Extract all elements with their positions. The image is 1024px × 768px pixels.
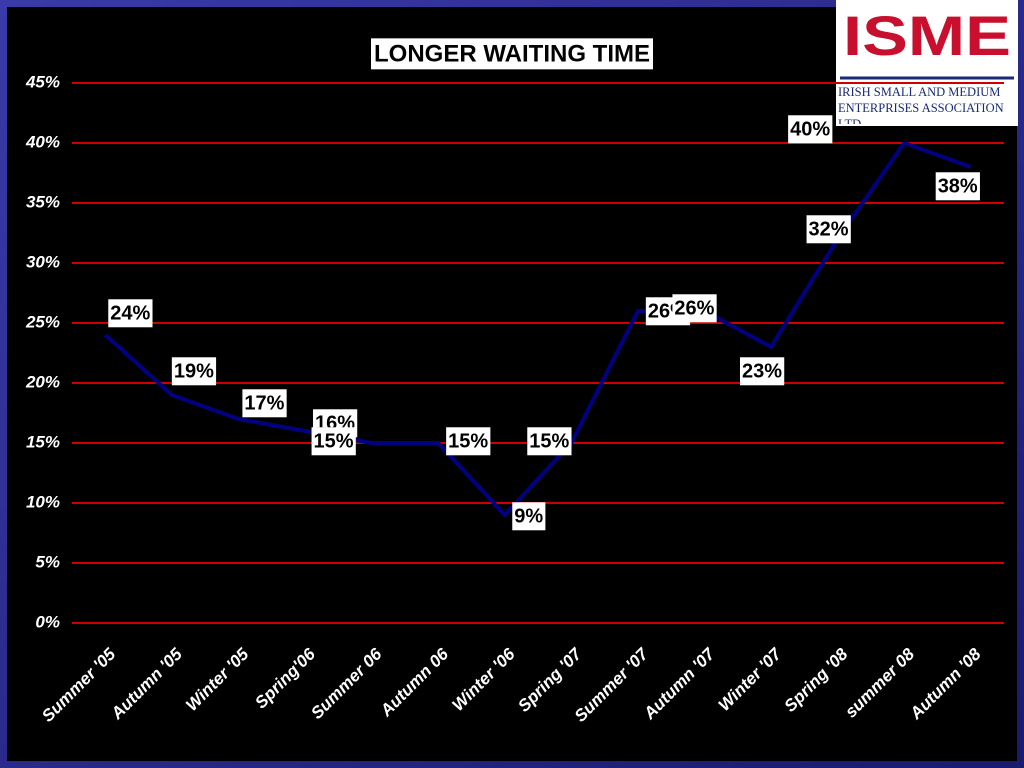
value-label-box — [311, 427, 356, 456]
value-label: 38% — [938, 175, 978, 197]
value-label-group: 15% — [311, 427, 356, 456]
logo-subtitle: IRISH SMALL AND MEDIUM ENTERPRISES ASSOC… — [838, 85, 1004, 124]
value-label-group: 17% — [242, 389, 287, 418]
value-label-box — [935, 172, 980, 201]
value-label-group: 9% — [512, 502, 546, 531]
y-tick-label: 25% — [25, 312, 60, 331]
value-label: 17% — [244, 392, 284, 414]
value-label-box — [788, 115, 833, 144]
value-label-group: 40% — [788, 115, 833, 144]
y-tick-label: 15% — [26, 432, 60, 451]
value-label: 19% — [174, 360, 214, 382]
y-tick-label: 30% — [26, 252, 60, 271]
value-label-group: 32% — [806, 215, 851, 244]
y-tick-label: 40% — [25, 132, 60, 151]
value-label-box — [527, 427, 572, 456]
logo-subtitle-box: IRISH SMALL AND MEDIUM ENTERPRISES ASSOC… — [838, 85, 1004, 124]
value-label-box — [806, 215, 851, 244]
title-box — [371, 38, 653, 70]
logo-box — [836, 0, 1018, 126]
value-label-group: 15% — [527, 427, 572, 456]
value-label-box — [242, 389, 287, 418]
value-label-group: 19% — [171, 357, 217, 386]
value-label: 15% — [314, 430, 354, 452]
value-label-group: 26% — [672, 294, 717, 323]
value-label-box — [171, 357, 217, 386]
value-label-box — [512, 502, 546, 531]
y-tick-label: 20% — [25, 372, 60, 391]
chart-title: LONGER WAITING TIME — [374, 40, 650, 67]
value-label-group: 15% — [446, 427, 491, 456]
value-label: 24% — [110, 302, 150, 324]
value-label-box — [739, 357, 785, 386]
value-label: 32% — [809, 218, 849, 240]
value-label: 26% — [674, 297, 714, 319]
y-tick-label: 45% — [25, 72, 60, 91]
series-line — [103, 141, 972, 517]
value-label-group: 38% — [935, 172, 980, 201]
y-tick-label: 5% — [35, 552, 60, 571]
value-label-box — [672, 294, 717, 323]
value-label: 9% — [514, 505, 543, 527]
value-label: 23% — [742, 360, 782, 382]
value-label: 15% — [529, 430, 569, 452]
logo-title: ISME — [843, 4, 1011, 67]
y-tick-label: 10% — [26, 492, 60, 511]
logo: ISME IRISH SMALL AND MEDIUM ENTERPRISES … — [836, 0, 1018, 126]
y-tick-label: 35% — [26, 192, 60, 211]
y-tick-label: 0% — [35, 612, 60, 631]
value-label-group: 23% — [739, 357, 785, 386]
value-label-group: 24% — [108, 299, 153, 328]
value-label-box — [446, 427, 491, 456]
value-label: 15% — [448, 430, 488, 452]
value-label-box — [108, 299, 153, 328]
value-label: 40% — [790, 118, 830, 140]
